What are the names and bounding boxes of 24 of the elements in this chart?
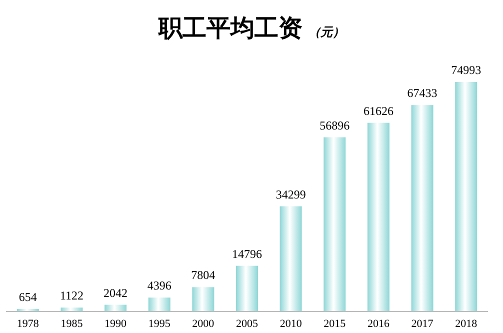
data-label: 2042 <box>104 286 128 300</box>
data-label: 67433 <box>407 86 438 100</box>
data-label: 7804 <box>191 268 216 282</box>
x-tick-label: 2000 <box>192 318 215 330</box>
x-tick-label: 2017 <box>411 318 434 330</box>
chart-subtitle: （元） <box>308 25 344 39</box>
x-tick-label: 2005 <box>236 318 258 330</box>
x-tick-label: 2010 <box>280 318 302 330</box>
data-label: 34299 <box>276 187 306 202</box>
data-label: 56896 <box>320 118 350 132</box>
data-label: 4396 <box>147 278 172 293</box>
x-tick-label: 1978 <box>16 318 40 330</box>
x-tick-label: 1990 <box>104 318 128 330</box>
x-tick-label: 2018 <box>455 318 478 330</box>
data-label: 1122 <box>60 288 84 303</box>
data-label: 654 <box>18 290 37 304</box>
x-tick-label: 1995 <box>148 318 171 330</box>
data-label: 61626 <box>363 104 394 118</box>
x-tick-label: 2016 <box>367 318 390 330</box>
x-tick-label: 1985 <box>60 318 84 330</box>
x-tick-label: 2015 <box>324 318 346 330</box>
data-label: 74993 <box>451 63 482 77</box>
data-label: 14796 <box>232 246 262 261</box>
chart-title: 职工平均工资 <box>158 13 302 42</box>
